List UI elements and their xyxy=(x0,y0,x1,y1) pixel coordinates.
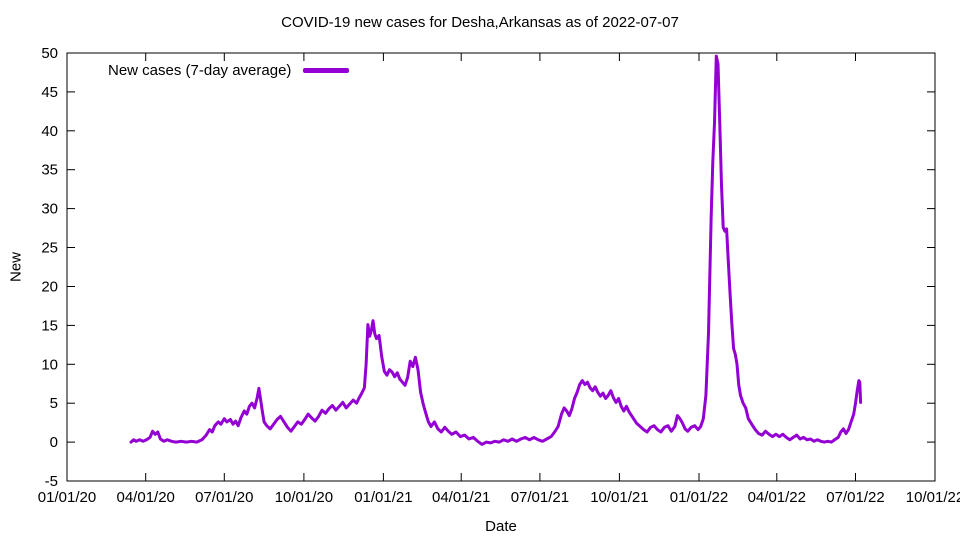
y-tick-label: 5 xyxy=(50,395,58,412)
chart-title: COVID-19 new cases for Desha,Arkansas as… xyxy=(281,14,679,31)
x-axis-label: Date xyxy=(485,518,517,535)
x-tick-label: 04/01/22 xyxy=(748,489,806,506)
x-tick-label: 07/01/22 xyxy=(826,489,884,506)
y-tick-label: 45 xyxy=(41,84,58,101)
y-tick-label: 40 xyxy=(41,123,58,140)
x-tick-label: 01/01/21 xyxy=(354,489,412,506)
legend-label: New cases (7-day average) xyxy=(108,62,292,79)
x-tick-label: 07/01/21 xyxy=(511,489,569,506)
y-tick-label: 10 xyxy=(41,356,58,373)
x-tick-label: 04/01/21 xyxy=(432,489,490,506)
x-tick-label: 10/01/21 xyxy=(590,489,648,506)
y-tick-label: 50 xyxy=(41,45,58,62)
plot-frame xyxy=(66,52,936,482)
y-tick-label: 20 xyxy=(41,279,58,296)
legend-line-sample xyxy=(303,68,350,73)
x-tick-label: 10/01/20 xyxy=(275,489,333,506)
y-tick-label: 25 xyxy=(41,240,58,257)
y-tick-label: 0 xyxy=(50,434,58,451)
x-tick-label: 01/01/20 xyxy=(38,489,96,506)
x-tick-label: 10/01/22 xyxy=(906,489,960,506)
x-tick-label: 07/01/20 xyxy=(195,489,253,506)
y-tick-label: -5 xyxy=(45,473,58,490)
y-tick-label: 15 xyxy=(41,317,58,334)
y-tick-label: 30 xyxy=(41,201,58,218)
x-tick-label: 01/01/22 xyxy=(670,489,728,506)
x-tick-label: 04/01/20 xyxy=(117,489,175,506)
legend: New cases (7-day average) xyxy=(108,62,350,79)
series-line xyxy=(129,54,863,446)
y-axis-label: New xyxy=(7,251,25,283)
y-tick-label: 35 xyxy=(41,162,58,179)
